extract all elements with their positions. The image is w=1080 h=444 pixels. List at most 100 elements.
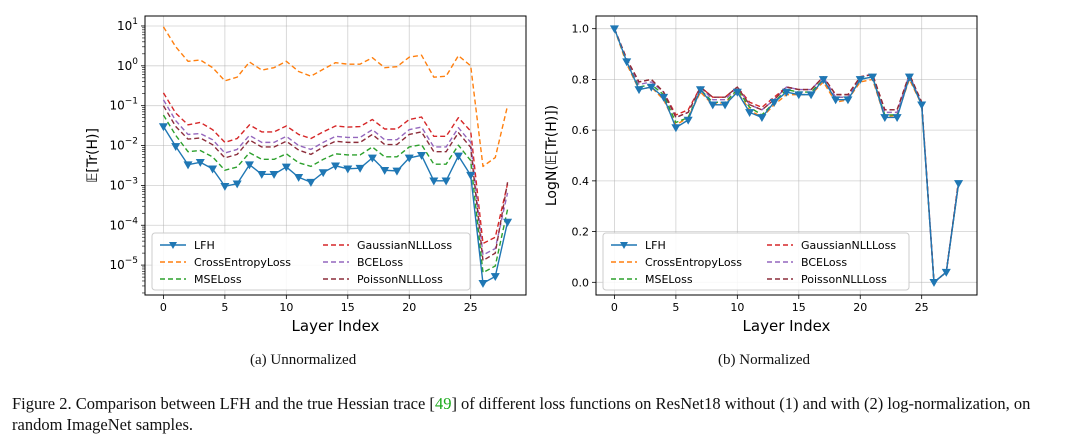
series-marker-lfh xyxy=(244,161,254,170)
series-marker-lfh xyxy=(683,116,693,125)
series-marker-lfh xyxy=(855,76,865,85)
legend-label-poissonnllloss: PoissonNLLLoss xyxy=(357,273,443,286)
series-marker-lfh xyxy=(659,93,669,102)
series-line-gaussiannllloss xyxy=(162,92,509,245)
x-tick-label: 20 xyxy=(402,301,416,314)
series-line-mseloss xyxy=(613,28,960,284)
series-marker-lfh xyxy=(294,173,304,182)
x-tick-label: 0 xyxy=(611,301,618,314)
series-marker-lfh xyxy=(868,73,878,82)
series-marker-lfh xyxy=(671,124,681,133)
series-marker-lfh xyxy=(453,152,463,161)
y-tick-label-exponent: 1 xyxy=(132,17,138,27)
axes-frame xyxy=(595,15,978,296)
x-tick-label: 5 xyxy=(672,301,679,314)
y-tick-label: 101 xyxy=(117,17,138,33)
y-tick-label-base: 10 xyxy=(109,139,124,153)
series-marker-lfh xyxy=(904,73,914,82)
legend-box xyxy=(602,232,910,291)
y-tick-label-exponent: −4 xyxy=(125,216,139,226)
series-marker-lfh xyxy=(404,154,414,163)
series-marker-lfh xyxy=(954,180,964,189)
series-marker-lfh xyxy=(269,170,279,179)
y-tick-label-base: 10 xyxy=(117,59,132,73)
series-marker-lfh xyxy=(609,25,619,34)
y-axis-label: LogN(𝔼[Tr(H)]) xyxy=(544,105,560,206)
y-tick-label: 0.8 xyxy=(572,73,590,86)
y-tick-label: 10−1 xyxy=(109,97,138,113)
y-tick-label: 0.2 xyxy=(572,226,590,239)
series-marker-lfh xyxy=(708,101,718,110)
series-marker-lfh xyxy=(745,109,755,117)
series-marker-lfh xyxy=(417,151,427,160)
y-tick-label: 10−5 xyxy=(109,256,138,272)
legend-label-lfh: LFH xyxy=(194,239,215,252)
series-marker-lfh xyxy=(769,98,779,107)
series-marker-lfh xyxy=(781,88,792,97)
series-marker-lfh xyxy=(806,91,816,100)
series-marker-lfh xyxy=(208,165,218,174)
series-marker-lfh xyxy=(478,279,488,288)
y-tick-label: 0.6 xyxy=(572,124,590,137)
caption-prefix: Figure 2. Comparison between LFH and the… xyxy=(12,394,435,413)
series-marker-lfh xyxy=(917,101,927,110)
y-tick-label-base: 10 xyxy=(109,218,124,232)
x-tick-label: 20 xyxy=(853,301,867,314)
series-marker-lfh xyxy=(232,180,242,189)
y-tick-label-exponent: −2 xyxy=(125,137,138,147)
series-marker-lfh xyxy=(929,279,939,287)
series-marker-lfh xyxy=(831,96,841,105)
series-marker-lfh xyxy=(306,178,316,187)
series-marker-lfh xyxy=(355,164,365,173)
series-marker-lfh xyxy=(441,177,451,186)
panel-caption-a: (a) Unnormalized xyxy=(250,352,357,368)
series-marker-lfh xyxy=(429,177,439,186)
y-axis-label: 𝔼[Tr(H)] xyxy=(85,128,101,183)
legend-label-gaussiannllloss: GaussianNLLLoss xyxy=(801,239,896,252)
y-tick-label-exponent: −5 xyxy=(125,256,138,266)
y-tick-label: 0.0 xyxy=(572,276,590,289)
y-tick-label-base: 10 xyxy=(117,19,132,33)
series-marker-lfh xyxy=(818,76,828,85)
y-tick-label: 10−2 xyxy=(109,137,138,153)
axes-frame xyxy=(144,15,527,296)
x-tick-label: 10 xyxy=(279,301,293,314)
y-tick-label-exponent: −3 xyxy=(125,176,138,186)
x-tick-label: 5 xyxy=(221,301,228,314)
y-tick-label-exponent: 0 xyxy=(132,57,138,67)
citation-link[interactable]: 49 xyxy=(434,394,452,413)
series-marker-lfh xyxy=(158,123,168,132)
y-tick-label-exponent: −1 xyxy=(125,97,138,107)
series-marker-lfh xyxy=(490,273,500,282)
x-tick-label: 25 xyxy=(464,301,478,314)
x-tick-label: 15 xyxy=(792,301,806,314)
legend-label-gaussiannllloss: GaussianNLLLoss xyxy=(357,239,452,252)
series-marker-lfh xyxy=(622,58,632,67)
series-line-poissonnllloss xyxy=(162,105,509,262)
series-line-poissonnllloss xyxy=(613,28,960,284)
legend-label-crossentropyloss: CrossEntropyLoss xyxy=(194,256,291,269)
series-line-bceloss xyxy=(162,99,509,256)
legend-marker-lfh xyxy=(620,242,628,249)
series-line-mseloss xyxy=(162,114,509,274)
series-marker-lfh xyxy=(367,154,377,163)
series-line-crossentropyloss xyxy=(162,26,509,168)
series-marker-lfh xyxy=(343,165,353,174)
x-axis-label: Layer Index xyxy=(292,317,380,335)
series-marker-lfh xyxy=(757,114,767,123)
legend-label-poissonnllloss: PoissonNLLLoss xyxy=(801,273,887,286)
x-tick-label: 0 xyxy=(160,301,167,314)
series-marker-lfh xyxy=(646,83,656,92)
legend-box xyxy=(151,232,471,291)
series-marker-lfh xyxy=(794,91,804,100)
series-marker-lfh xyxy=(183,161,193,170)
y-tick-label-base: 10 xyxy=(109,258,124,272)
legend-label-mseloss: MSELoss xyxy=(645,273,693,286)
series-marker-lfh xyxy=(843,96,853,105)
x-tick-label: 15 xyxy=(341,301,355,314)
y-tick-label: 10−3 xyxy=(109,176,138,192)
panel-caption-b: (b) Normalized xyxy=(718,352,811,368)
series-marker-lfh xyxy=(330,162,341,171)
